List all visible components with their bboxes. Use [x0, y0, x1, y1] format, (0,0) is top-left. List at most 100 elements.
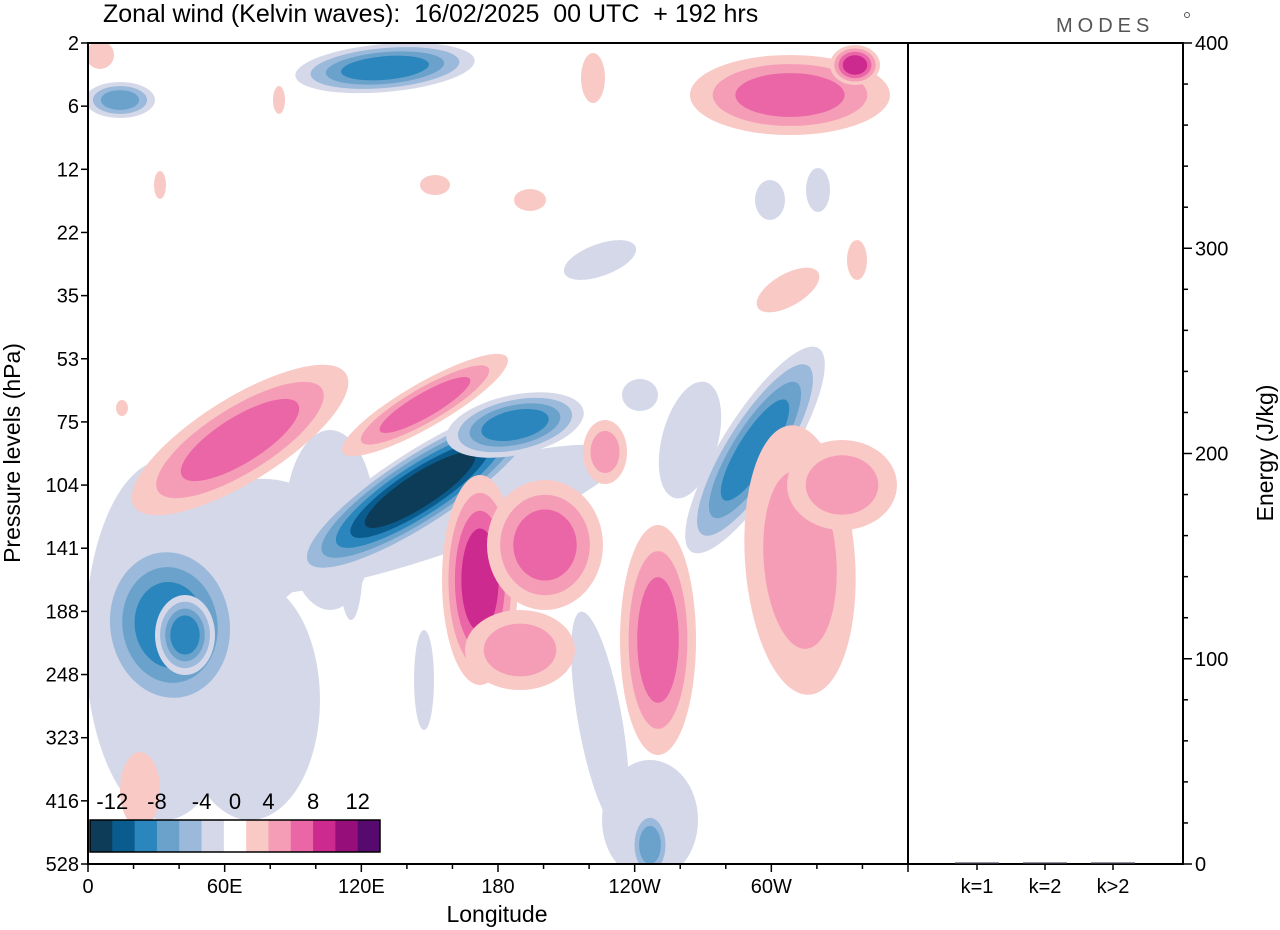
- wind-anomaly-cell: [787, 440, 897, 530]
- wind-anomaly-cell: [630, 810, 670, 864]
- colorbar-label: 4: [262, 789, 274, 814]
- contour-band: [379, 377, 471, 433]
- wind-anomaly-cell: [88, 82, 155, 118]
- brand-logo: MODES: [1056, 15, 1154, 37]
- wind-anomaly-cell: [446, 392, 584, 458]
- colorbar-swatch: [268, 820, 292, 852]
- energy-plot-frame: [907, 42, 1184, 865]
- y-axis-label: Pressure levels (hPa): [0, 343, 25, 563]
- pressure-tick-label: 188: [46, 601, 79, 623]
- colorbar-label: -8: [147, 789, 167, 814]
- contour-band: [590, 430, 620, 474]
- contour-band: [154, 171, 166, 199]
- colorbar-swatch: [335, 820, 359, 852]
- colorbar-swatch: [112, 820, 136, 852]
- longitude-tick-label: 0: [82, 876, 93, 898]
- contour-band: [514, 189, 546, 211]
- wind-anomaly-cell: [131, 364, 349, 516]
- contour-band: [637, 577, 679, 703]
- colorbar-legend: -12 -8 -4 0 4 8 12: [89, 789, 381, 853]
- pressure-tick-label: 6: [68, 96, 79, 118]
- colorbar-label: 8: [307, 789, 319, 814]
- wind-anomaly-cell: [563, 240, 637, 280]
- colorbar-swatch: [90, 820, 113, 852]
- brand-registered-mark: [1184, 12, 1190, 18]
- wind-anomaly-cell: [88, 43, 114, 69]
- wind-anomaly-cell: [571, 611, 629, 829]
- energy-tick-label: 100: [1195, 649, 1228, 671]
- wind-anomaly-cell: [273, 86, 285, 114]
- wind-anomaly-cell: [620, 525, 696, 755]
- wind-anomaly-cell: [756, 267, 820, 313]
- colorbar-swatch: [134, 820, 158, 852]
- pressure-tick-label: 323: [46, 728, 79, 750]
- contour-band: [639, 825, 661, 864]
- contour-band: [622, 379, 658, 411]
- longitude-pressure-heatmap: 2 6 12 22 35 53 75 104 141 188 248 323 416 528 0 60E 12…: [0, 33, 909, 927]
- chart-title: Zonal wind (Kelvin waves): 16/02/2025 00…: [103, 0, 758, 28]
- colorbar-swatch: [201, 820, 225, 852]
- contour-band: [341, 55, 429, 81]
- wind-anomaly-cell: [120, 752, 160, 828]
- wind-anomaly-cell: [155, 595, 215, 675]
- wind-anomaly-cell: [583, 420, 627, 484]
- wind-anomaly-cell: [465, 610, 575, 690]
- energy-category-label: k=2: [1029, 876, 1062, 898]
- wind-anomaly-cell: [487, 480, 603, 610]
- energy-tick-label: 400: [1195, 33, 1228, 55]
- energy-axis: 0 100 200 300 400: [1183, 33, 1228, 876]
- longitude-tick-label: 60W: [751, 876, 792, 898]
- contour-band: [805, 455, 879, 515]
- pressure-tick-label: 75: [57, 412, 79, 434]
- pressure-tick-label: 248: [46, 665, 79, 687]
- contour-band: [806, 168, 830, 212]
- contour-band: [842, 55, 868, 75]
- energy-bars: k=1 k=2 k>2: [955, 862, 1135, 898]
- colorbar-swatch: [313, 820, 336, 852]
- contour-band: [563, 240, 637, 280]
- wind-anomaly-cell: [420, 175, 450, 195]
- wind-anomaly-cell: [295, 43, 475, 94]
- contour-band: [116, 400, 128, 416]
- longitude-tick-label: 180: [481, 876, 514, 898]
- energy-tick-label: 0: [1195, 854, 1206, 876]
- wind-anomaly-cell: [830, 45, 880, 85]
- contour-band: [481, 408, 549, 442]
- wind-anomaly-cell: [806, 168, 830, 212]
- colorbar-swatch: [246, 820, 269, 852]
- pressure-tick-label: 12: [57, 159, 79, 181]
- contour-band: [364, 452, 476, 528]
- pressure-tick-label: 528: [46, 854, 79, 876]
- pressure-tick-label: 141: [46, 538, 79, 560]
- pressure-tick-label: 104: [46, 475, 79, 497]
- pressure-tick-label: 22: [57, 222, 79, 244]
- longitude-axis: 0 60E 120E 180 120W 60W: [82, 864, 909, 898]
- wind-anomaly-cell: [116, 400, 128, 416]
- pressure-tick-label: 35: [57, 286, 79, 308]
- longitude-tick-label: 60E: [207, 876, 243, 898]
- colorbar-swatch: [357, 820, 381, 852]
- contour-band: [513, 509, 577, 581]
- contour-band: [180, 398, 300, 482]
- contour-band: [756, 267, 820, 313]
- colorbar-swatch: [223, 820, 247, 852]
- contour-band: [273, 86, 285, 114]
- energy-bar: [955, 862, 999, 864]
- wind-anomaly-cell: [847, 240, 867, 280]
- energy-tick-label: 200: [1195, 444, 1228, 466]
- contour-band: [414, 630, 434, 730]
- wind-anomaly-cell: [341, 353, 509, 457]
- contour-band: [170, 615, 200, 655]
- contour-band: [847, 240, 867, 280]
- wind-contour-field: [88, 43, 897, 864]
- pressure-tick-label: 416: [46, 791, 79, 813]
- wind-anomaly-cell: [514, 189, 546, 211]
- contour-band: [100, 90, 140, 110]
- energy-category-label: k=1: [961, 876, 994, 898]
- contour-band: [720, 399, 790, 501]
- longitude-tick-label: 120W: [609, 876, 661, 898]
- colorbar-frame: [89, 819, 381, 853]
- wind-anomaly-cell: [414, 630, 434, 730]
- wind-anomaly-cell: [755, 180, 785, 220]
- colorbar-label: -12: [96, 789, 128, 814]
